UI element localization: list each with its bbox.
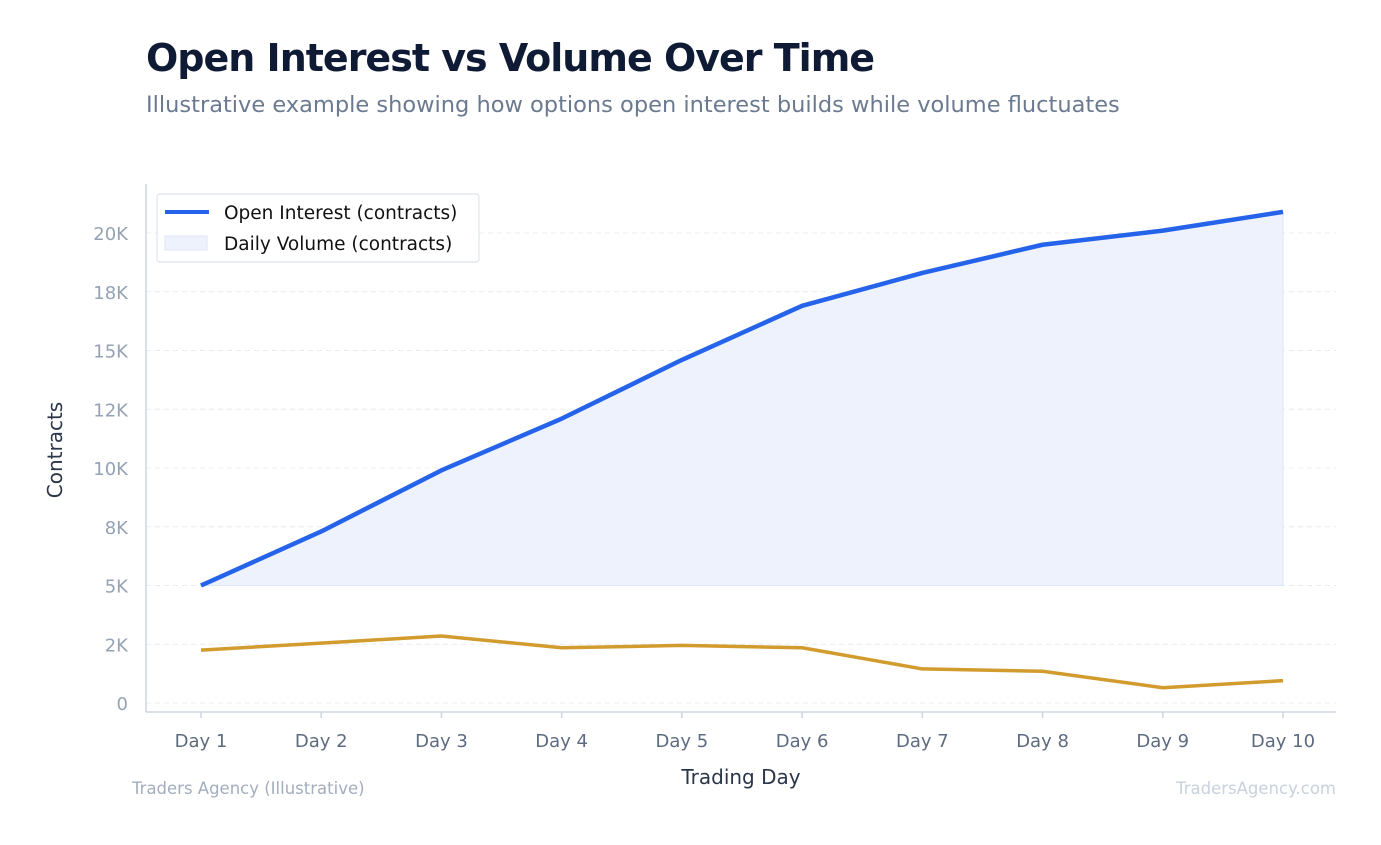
y-tick-label: 10K [93, 459, 129, 480]
axes [145, 184, 1336, 718]
x-tick-label: Day 2 [295, 731, 348, 752]
y-tick-labels: 0 2K 5K 8K 10K 12K 15K 18K 20K [93, 224, 129, 715]
chart-title: Open Interest vs Volume Over Time [146, 36, 875, 80]
x-tick-labels: Day 1 Day 2 Day 3 Day 4 Day 5 Day 6 Day 7 Day 8… [175, 731, 1315, 752]
series-lines [200, 209, 1284, 690]
y-tick-label: 5K [105, 577, 129, 598]
area-layer [200, 211, 1284, 586]
x-axis-title: Trading Day [680, 765, 800, 789]
y-tick-label: 20K [93, 224, 129, 245]
x-tick-label: Day 9 [1136, 731, 1189, 752]
x-tick-label: Day 8 [1016, 731, 1069, 752]
x-tick-label: Day 4 [535, 731, 588, 752]
series-line-open-interest [200, 209, 1284, 588]
legend-box [156, 193, 480, 263]
y-tick-label: 15K [93, 342, 129, 363]
y-axis-title: Contracts [43, 402, 67, 498]
x-tick-label: Day 10 [1251, 731, 1315, 752]
legend-label-volume: Daily Volume (contracts) [224, 234, 452, 255]
y-tick-label: 8K [105, 518, 129, 539]
footer-website: TradersAgency.com [1176, 779, 1336, 798]
legend-label-open-interest: Open Interest (contracts) [224, 203, 457, 224]
x-tick-label: Day 7 [896, 731, 949, 752]
y-tick-label: 2K [105, 635, 129, 656]
legend-swatch-volume [164, 235, 208, 251]
y-tick-label: 12K [93, 400, 129, 421]
footer-source: Traders Agency (Illustrative) [132, 779, 365, 798]
x-tick-label: Day 6 [776, 731, 829, 752]
series-line-daily-volume [200, 634, 1284, 690]
y-tick-label: 0 [117, 694, 128, 715]
x-tick-label: Day 5 [656, 731, 709, 752]
open-interest-area [200, 211, 1284, 586]
y-tick-label: 18K [93, 283, 129, 304]
legend: Open Interest (contracts) Daily Volume (… [156, 193, 480, 263]
chart-subtitle: Illustrative example showing how options… [146, 92, 1120, 118]
x-tick-label: Day 1 [175, 731, 228, 752]
x-tick-label: Day 3 [415, 731, 468, 752]
